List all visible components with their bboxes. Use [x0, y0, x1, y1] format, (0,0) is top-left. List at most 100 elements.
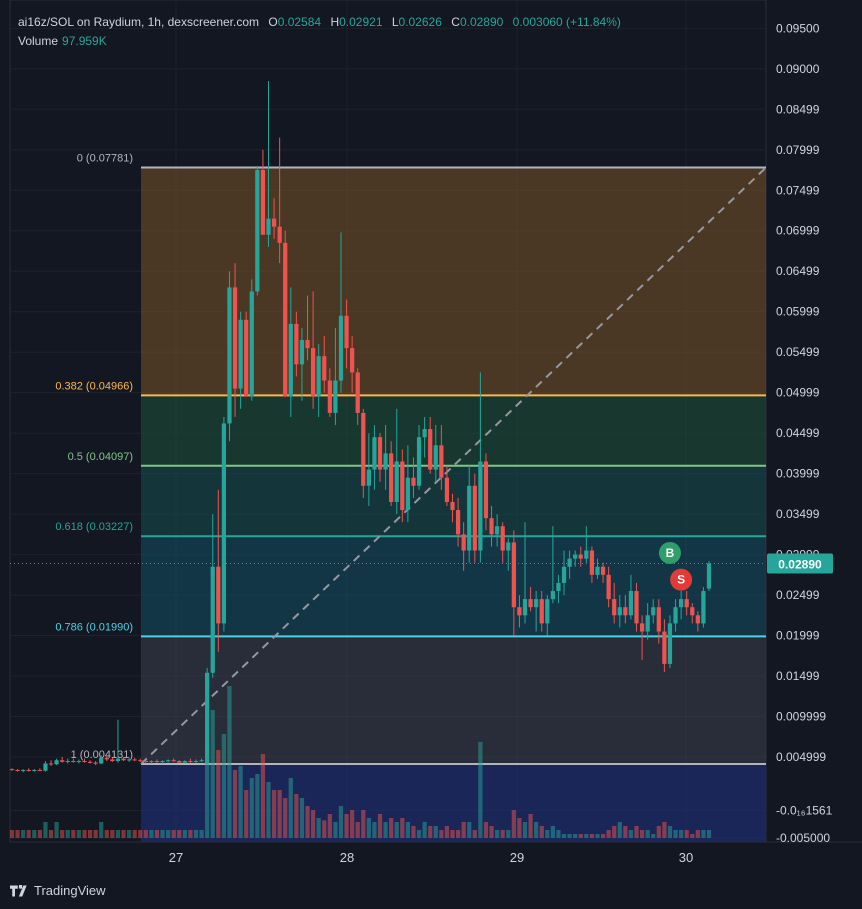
- y-tick-label: 0.05999: [776, 305, 820, 319]
- candle-body: [104, 757, 109, 760]
- volume-bar: [244, 790, 249, 838]
- y-tick-label: 0.009999: [776, 710, 826, 724]
- candle-body: [366, 469, 371, 486]
- candle-body: [695, 615, 700, 624]
- high-value: 0.02921: [339, 15, 383, 29]
- x-tick-label: 28: [340, 850, 354, 865]
- volume-bar: [238, 766, 243, 838]
- y-tick-label: 0.08499: [776, 102, 820, 116]
- candle-body: [43, 763, 48, 771]
- candle-body: [656, 607, 661, 632]
- y-tick-label: 0.07999: [776, 143, 820, 157]
- volume-bar: [338, 806, 344, 838]
- tradingview-brand[interactable]: TradingView: [10, 883, 106, 898]
- candle-body: [149, 761, 154, 763]
- candle-body: [216, 566, 221, 624]
- candle-body: [422, 429, 427, 438]
- candle-body: [277, 226, 282, 243]
- volume-bar: [706, 830, 712, 838]
- candle-body: [15, 769, 20, 771]
- volume-bar: [405, 822, 411, 838]
- volume-bar: [372, 822, 377, 838]
- candle-body: [467, 485, 472, 551]
- candle-body: [350, 348, 355, 373]
- candle-body: [71, 761, 76, 763]
- close-value: 0.02890: [459, 15, 504, 29]
- volume-bar: [199, 830, 204, 838]
- volume-bar: [294, 794, 299, 838]
- volume-bar: [110, 830, 115, 838]
- volume-label: Volume: [18, 34, 59, 48]
- x-tick-label: 29: [510, 850, 524, 865]
- volume-bar: [160, 830, 165, 838]
- volume-bar: [333, 822, 338, 838]
- volume-bar: [15, 830, 20, 838]
- low-value: 0.02626: [398, 15, 442, 29]
- y-tick-label: 0.03499: [776, 507, 820, 521]
- volume-bar: [539, 826, 544, 838]
- candle-body: [93, 762, 98, 764]
- volume-bar: [394, 822, 399, 838]
- candle-body: [433, 445, 438, 470]
- open-label: O: [268, 15, 278, 29]
- fib-band-0.382: [141, 395, 766, 466]
- volume-bar: [589, 834, 595, 838]
- candle-body: [411, 477, 416, 486]
- volume-bar: [305, 806, 310, 838]
- candle-body: [221, 423, 227, 624]
- volume-bar: [444, 826, 450, 838]
- y-tick-label: 0.06999: [776, 224, 820, 238]
- candle-body: [578, 554, 583, 559]
- candle-body: [333, 380, 338, 413]
- candle-body: [99, 757, 104, 764]
- volume-bar: [193, 830, 199, 838]
- low-label: L: [391, 15, 399, 29]
- volume-bar: [600, 834, 606, 838]
- volume-bar: [383, 822, 388, 838]
- volume-bar: [182, 830, 187, 838]
- y-tick-label: 0.09000: [776, 62, 820, 76]
- candle-body: [494, 526, 500, 535]
- volume-bar: [428, 826, 433, 838]
- volume-bar: [489, 826, 494, 838]
- candle-body: [244, 319, 249, 397]
- volume-bar: [662, 822, 667, 838]
- y-tick-label: 0.02499: [776, 588, 820, 602]
- candle-body: [182, 761, 187, 763]
- candle-body: [545, 599, 550, 624]
- volume-bar: [567, 834, 572, 838]
- candle-body: [383, 453, 388, 470]
- volume-bar: [623, 826, 628, 838]
- y-tick-label: 0.06499: [776, 264, 820, 278]
- candle-body: [394, 461, 399, 502]
- candle-body: [255, 170, 260, 292]
- volume-bar: [350, 810, 355, 838]
- candle-body: [606, 574, 611, 600]
- volume-bar: [545, 830, 550, 838]
- candle-body: [110, 759, 115, 762]
- candle-body: [126, 759, 132, 761]
- chart-legend: ai16z/SOL on Raydium, 1h, dexscreener.co…: [18, 15, 621, 29]
- candle-body: [673, 607, 678, 624]
- volume-bar: [511, 810, 516, 838]
- y-tick-label: 0.09500: [776, 21, 820, 35]
- trade-marker-label: S: [677, 573, 685, 587]
- last-price-badge: [767, 553, 833, 574]
- candle-body: [550, 591, 555, 600]
- candle-body: [483, 461, 489, 519]
- volume-bar: [467, 822, 472, 838]
- y-tick-label: 0.01999: [776, 629, 820, 643]
- candle-body: [154, 761, 160, 763]
- candle-body: [528, 599, 533, 608]
- y-tick-label: 0.01499: [776, 669, 820, 683]
- candle-body: [478, 461, 483, 551]
- fib-label-0.5: 0.5 (0.04097): [68, 451, 133, 463]
- candle-body: [428, 429, 433, 470]
- candle-body: [372, 437, 377, 470]
- candle-body: [132, 759, 137, 761]
- candle-body: [48, 763, 54, 765]
- candle-body: [327, 380, 332, 413]
- y-tick-label: 0.05499: [776, 345, 820, 359]
